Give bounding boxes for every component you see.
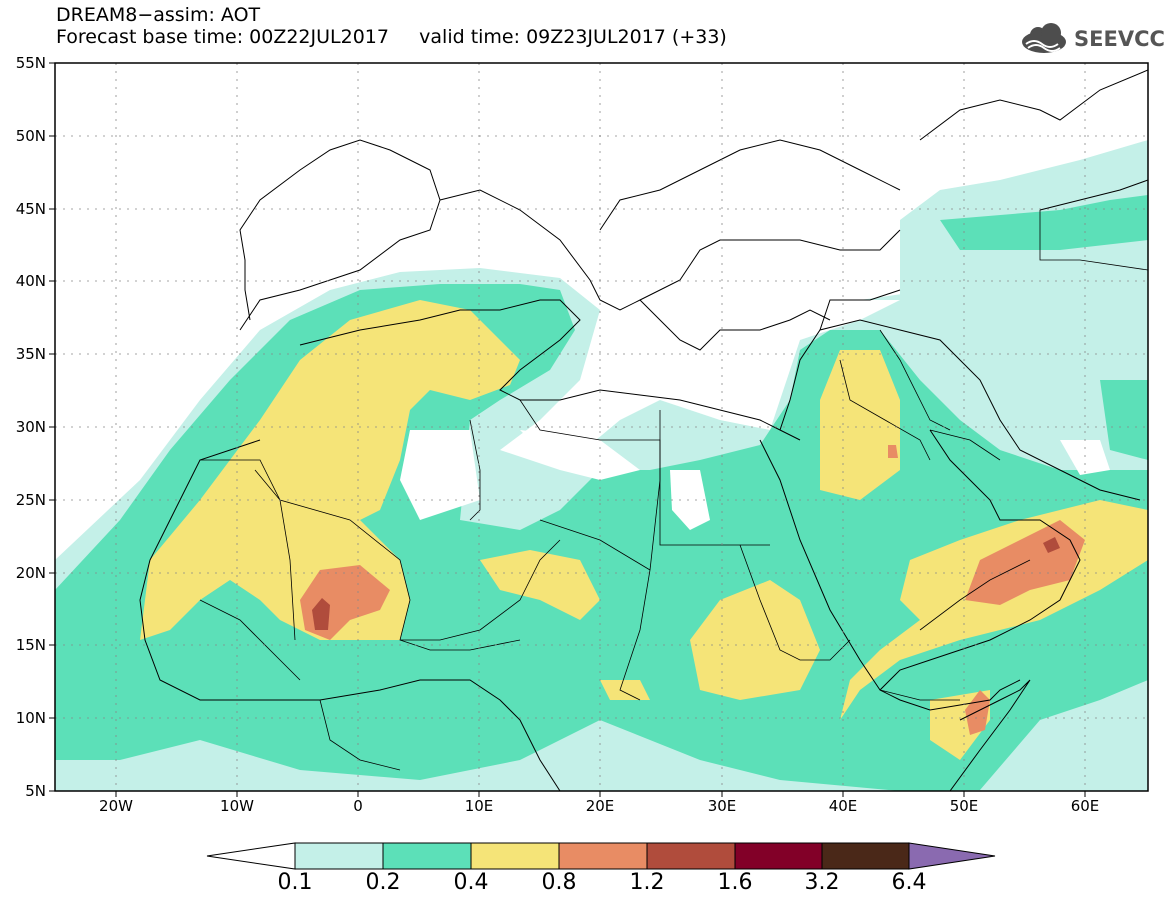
- lon-label: 20W: [99, 797, 133, 815]
- lat-label: 50N: [15, 127, 46, 145]
- graticule: [55, 63, 1148, 791]
- colorbar-bin: [646, 842, 736, 870]
- lat-label: 20N: [15, 564, 46, 582]
- colorbar-low-arrow: [206, 842, 296, 870]
- lat-label: 35N: [15, 345, 46, 363]
- logo-text: SEEVCCC: [1074, 27, 1165, 51]
- lat-label: 10N: [15, 709, 46, 727]
- seevccc-logo: [1022, 23, 1066, 53]
- colorbar-label: 3.2: [804, 870, 840, 895]
- lat-label: 40N: [15, 272, 46, 290]
- lon-label: 20E: [585, 797, 615, 815]
- lat-label: 45N: [15, 200, 46, 218]
- lat-label: 30N: [15, 418, 46, 436]
- map-title: DREAM8−assim: AOT: [56, 4, 261, 26]
- colorbar-bin: [734, 842, 823, 870]
- colorbar-bin: [294, 842, 384, 870]
- lat-label: 15N: [15, 636, 46, 654]
- coastlines: [139, 69, 1148, 791]
- country-borders: [199, 210, 1148, 771]
- axis-ticks: [49, 62, 1086, 797]
- colorbar-bin: [821, 842, 910, 870]
- lon-label: 0: [353, 797, 363, 815]
- aot-low-patches: [400, 430, 1110, 530]
- colorbar-label: 1.2: [629, 870, 665, 895]
- lat-label: 5N: [25, 782, 46, 800]
- lon-label: 10E: [464, 797, 494, 815]
- lon-label: 60E: [1070, 797, 1100, 815]
- colorbar-label: 0.4: [453, 870, 489, 895]
- lon-label: 50E: [949, 797, 979, 815]
- lon-label: 10W: [220, 797, 254, 815]
- colorbar: [206, 842, 996, 870]
- cloud-icon: [1022, 23, 1066, 53]
- colorbar-label: 6.4: [891, 870, 927, 895]
- lon-label: 30E: [707, 797, 737, 815]
- forecast-time-line: Forecast base time: 00Z22JUL2017 valid t…: [56, 26, 727, 48]
- lat-label: 25N: [15, 491, 46, 509]
- colorbar-bin: [470, 842, 560, 870]
- colorbar-label: 0.1: [277, 870, 313, 895]
- colorbar-high-arrow: [908, 842, 996, 870]
- colorbar-bin: [558, 842, 648, 870]
- lat-label: 55N: [15, 54, 46, 72]
- colorbar-label: 0.2: [365, 870, 401, 895]
- colorbar-bin: [382, 842, 472, 870]
- aot-level-1.2: [312, 537, 1060, 630]
- colorbar-label: 0.8: [541, 870, 577, 895]
- colorbar-label: 1.6: [717, 870, 753, 895]
- lon-label: 40E: [828, 797, 858, 815]
